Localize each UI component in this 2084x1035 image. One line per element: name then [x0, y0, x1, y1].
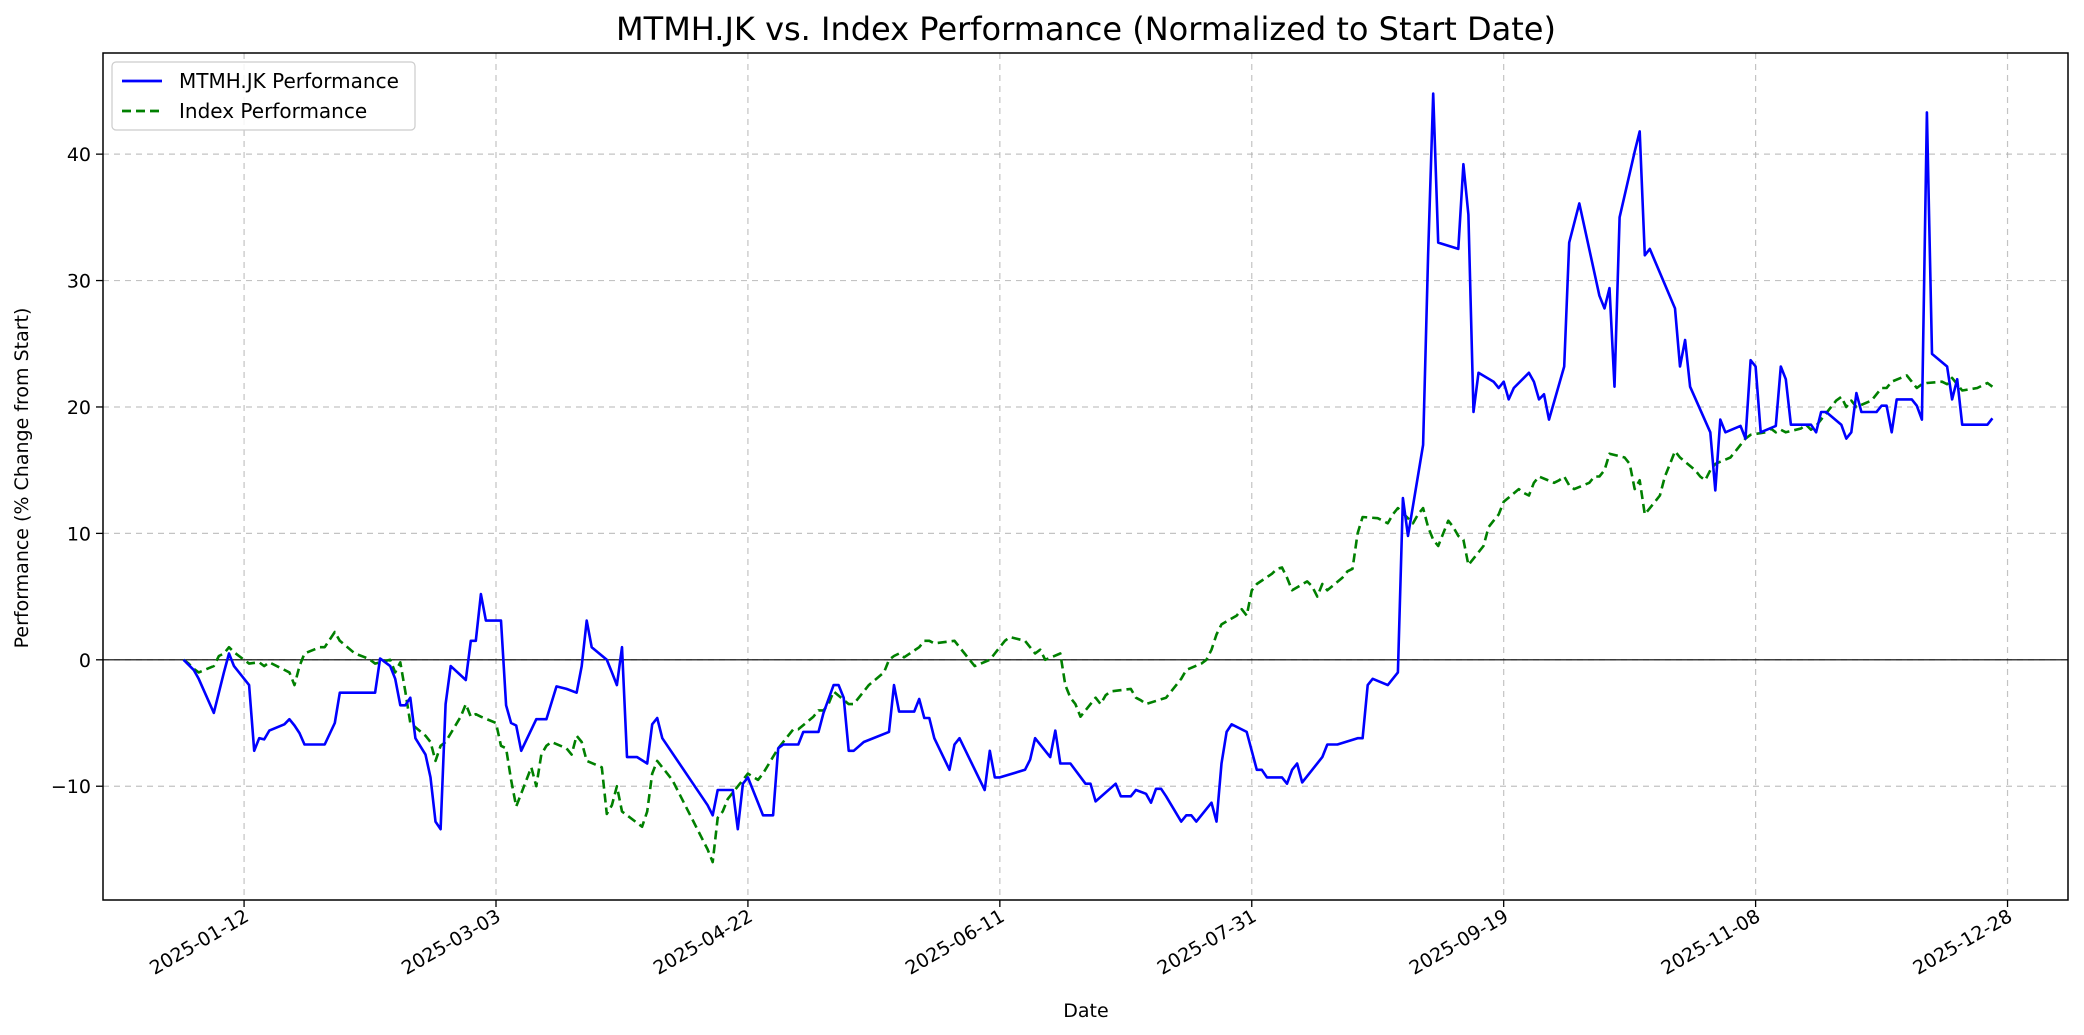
series-line-index: [182, 374, 1994, 864]
series-layer: [182, 92, 1994, 864]
legend-label-mtmh: MTMH.JK Performance: [179, 69, 399, 93]
legend-label-index: Index Performance: [179, 99, 367, 123]
y-tick-label: 0: [79, 650, 91, 672]
series-line-mtmh: [182, 92, 1994, 831]
y-axis-ticks: −10 0 10 20 30 40: [51, 144, 103, 798]
y-tick-label: 30: [67, 271, 91, 293]
chart-title: MTMH.JK vs. Index Performance (Normalize…: [616, 10, 1556, 48]
x-axis-label: Date: [1063, 1000, 1108, 1022]
y-tick-label: 10: [67, 523, 91, 545]
y-tick-label: 40: [67, 144, 91, 166]
y-tick-label: −10: [51, 776, 91, 798]
y-axis-label: Performance (% Change from Start): [11, 308, 33, 649]
plot-frame: [102, 52, 2069, 901]
y-tick-label: 20: [67, 397, 91, 419]
legend-box: [111, 61, 416, 131]
legend: MTMH.JK Performance Index Performance: [111, 61, 416, 131]
